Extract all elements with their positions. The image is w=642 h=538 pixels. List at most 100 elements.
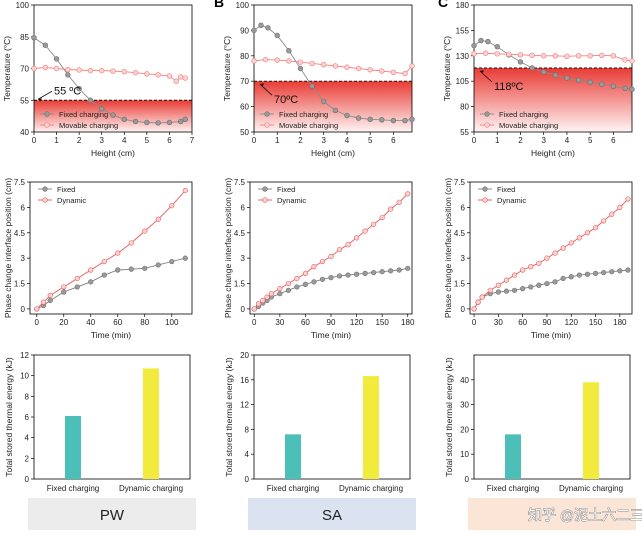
data-point: [576, 235, 582, 241]
data-point: [568, 240, 574, 246]
data-point: [321, 61, 327, 68]
y-tick-label: 3: [241, 254, 246, 263]
threshold-arrow: [37, 90, 53, 100]
data-point: [110, 68, 116, 74]
x-tick-label: 4: [345, 136, 350, 145]
series-line-fixed: [36, 257, 186, 310]
data-point: [541, 53, 547, 59]
data-point: [625, 267, 631, 273]
data-point: [617, 204, 623, 210]
y-tick-label: 2: [25, 454, 30, 463]
legend-marker: [44, 122, 50, 128]
data-point: [471, 42, 477, 49]
x-tick-label: 0: [472, 318, 477, 327]
y-axis-title: Total stored thermal energy (kJ): [4, 357, 14, 477]
x-category-label: Fixed charging: [47, 484, 99, 493]
x-category-label: Dynamic charging: [119, 484, 183, 493]
data-point: [255, 301, 262, 307]
x-tick-label: 30: [275, 318, 284, 327]
data-point: [182, 187, 188, 194]
y-tick-label: 16: [240, 376, 249, 385]
data-point: [302, 270, 309, 276]
watermark: 知乎 @泥土六二三: [528, 507, 642, 523]
data-point: [353, 235, 360, 241]
x-tick-label: 150: [589, 318, 603, 327]
y-tick-label: 3: [21, 254, 26, 263]
legend-label: Movable charging: [279, 121, 338, 130]
x-tick-label: 0: [252, 318, 257, 327]
data-point: [353, 271, 360, 277]
y-tick-label: 10: [20, 372, 29, 381]
data-point: [495, 289, 501, 295]
data-point: [302, 281, 309, 287]
data-point: [319, 276, 326, 282]
data-point: [355, 115, 362, 121]
data-point: [494, 43, 500, 50]
data-point: [345, 272, 351, 278]
x-tick-label: 4: [122, 136, 127, 145]
y-tick-label: 4.5: [234, 229, 246, 238]
data-point: [115, 250, 121, 256]
data-point: [260, 297, 266, 304]
x-axis-title: Height (cm): [91, 148, 135, 158]
data-point: [321, 98, 327, 105]
chart-c-energy: 0 10 20 30 40 Fixed charging Dynamic charging T…: [444, 354, 631, 493]
data-point: [31, 65, 37, 72]
data-point: [544, 255, 550, 261]
x-tick-label: 5: [588, 136, 593, 145]
data-point: [87, 97, 94, 103]
data-point: [475, 299, 481, 305]
data-point: [99, 106, 105, 112]
chart-sa-interface: 0 1.5 3 4.5 6 7.5 0 30 60 90 120 150 180 Fixed Dynamic…: [223, 178, 415, 340]
data-point: [277, 291, 283, 297]
data-point: [121, 68, 127, 75]
x-tick-label: 1: [54, 136, 59, 145]
data-point: [344, 112, 350, 119]
threshold-band: [254, 81, 412, 132]
x-tick-label: 90: [327, 318, 336, 327]
data-point: [336, 247, 343, 253]
legend-label: Fixed: [57, 185, 75, 194]
y-tick-label: 0: [241, 305, 246, 314]
data-point: [371, 269, 377, 276]
data-point: [182, 116, 188, 123]
data-point: [584, 271, 591, 277]
y-tick-label: 4.5: [14, 229, 26, 238]
data-point: [88, 279, 94, 285]
data-point: [40, 299, 47, 305]
material-label-sa: SA: [322, 507, 342, 524]
data-point: [169, 203, 175, 209]
y-axis-title: Phase change interface position (cm): [223, 178, 233, 318]
material-label-pw: PW: [100, 507, 125, 524]
data-point: [328, 253, 334, 260]
x-category-label: Dynamic charging: [339, 484, 403, 493]
chart-c-temp: 55 80 105 130 155 180 0 1 2 3 4 5 6 118ºC Fixed chargi…: [442, 1, 635, 158]
data-point: [132, 118, 139, 125]
data-point: [405, 191, 411, 197]
data-point: [264, 294, 270, 300]
data-point: [402, 70, 408, 77]
data-point: [379, 68, 385, 74]
y-tick-label: 50: [240, 128, 249, 137]
x-tick-label: 1: [275, 136, 280, 145]
data-point: [599, 52, 605, 58]
y-tick-label: 0: [25, 475, 30, 484]
threshold-label: 55 ºC: [54, 85, 81, 97]
data-point: [388, 268, 394, 274]
data-point: [575, 77, 582, 83]
data-point: [74, 275, 80, 282]
y-tick-label: 180: [456, 1, 470, 10]
data-point: [625, 196, 631, 202]
chart-pw-energy: 0 2 4 6 8 10 12 Fixed charging Dynamic charging T…: [4, 351, 191, 493]
data-point: [560, 245, 566, 251]
data-point: [587, 79, 593, 85]
data-point: [309, 83, 315, 89]
plot-frame: [33, 354, 191, 480]
legend-label: Movable charging: [59, 121, 118, 130]
x-tick-label: 1: [495, 136, 500, 145]
data-point: [528, 264, 534, 270]
y-tick-label: 4: [245, 450, 250, 459]
data-point: [367, 116, 373, 123]
y-tick-label: 12: [20, 351, 29, 360]
data-point: [110, 112, 116, 118]
